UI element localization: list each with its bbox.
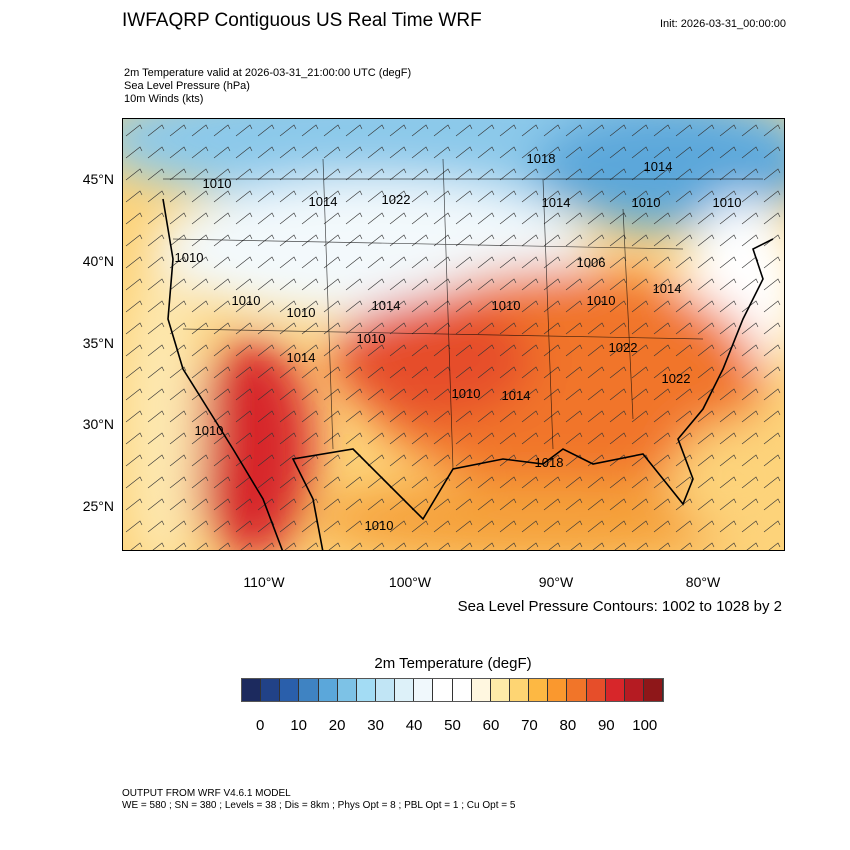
colorbar-swatch xyxy=(280,679,300,701)
contour-label: 1014 xyxy=(372,298,401,313)
lon-label: 80°W xyxy=(685,574,721,590)
colorbar-tick-label: 20 xyxy=(328,717,346,734)
colorbar-swatch xyxy=(529,679,549,701)
contour-label: 1010 xyxy=(357,331,386,346)
contour-label: 1010 xyxy=(195,423,224,438)
lon-label: 90°W xyxy=(538,574,574,590)
lat-label: 45°N xyxy=(82,171,114,187)
init-time: Init: 2026-03-31_00:00:00 xyxy=(660,18,786,30)
colorbar-swatch xyxy=(242,679,262,701)
colorbar-tick-label: 90 xyxy=(597,717,615,734)
contour-label: 1018 xyxy=(527,151,556,166)
colorbar-swatch xyxy=(643,679,664,701)
contour-label: 1014 xyxy=(502,388,531,403)
plot-title: IWFAQRP Contiguous US Real Time WRF xyxy=(122,10,482,31)
colorbar-swatch xyxy=(375,679,396,701)
colorbar-tick-label: 50 xyxy=(444,717,461,734)
contour-note: Sea Level Pressure Contours: 1002 to 102… xyxy=(457,598,782,615)
colorbar-swatch xyxy=(452,679,472,701)
contour-label: 1022 xyxy=(662,371,691,386)
colorbar-swatch xyxy=(624,679,644,701)
temperature-field: 1018 1014 1010 1014 1022 1014 1010 1010 1010 1006… xyxy=(123,119,784,550)
colorbar-tick-label: 80 xyxy=(559,717,577,734)
lat-label: 30°N xyxy=(82,416,114,432)
map-panel: 1018 1014 1010 1014 1022 1014 1010 1010 1010 1006… xyxy=(122,118,785,551)
colorbar-tick-label: 0 xyxy=(256,717,265,734)
colorbar-tick-label: 30 xyxy=(367,717,384,734)
colorbar-swatch xyxy=(433,679,453,701)
field-label-winds: 10m Winds (kts) xyxy=(124,93,204,105)
contour-label: 1014 xyxy=(542,195,571,210)
colorbar-swatch xyxy=(337,679,357,701)
colorbar-swatch xyxy=(586,679,606,701)
colorbar-tick-label: 60 xyxy=(482,717,500,734)
colorbar-swatch xyxy=(414,679,434,701)
contour-label: 1006 xyxy=(577,255,606,270)
lat-label: 35°N xyxy=(82,335,114,351)
contour-label: 1010 xyxy=(203,176,232,191)
contour-label: 1022 xyxy=(382,192,411,207)
colorbar-swatch xyxy=(261,679,281,701)
contour-label: 1010 xyxy=(232,293,261,308)
colorbar-swatch xyxy=(356,679,376,701)
contour-label: 1018 xyxy=(535,455,564,470)
colorbar-title: 2m Temperature (degF) xyxy=(374,655,532,672)
field-label-temperature: 2m Temperature valid at 2026-03-31_21:00… xyxy=(124,67,412,79)
contour-label: 1010 xyxy=(365,518,394,533)
field-label-pressure: Sea Level Pressure (hPa) xyxy=(124,80,250,92)
contour-label: 1014 xyxy=(644,159,673,174)
colorbar-swatch xyxy=(395,679,415,701)
lat-label: 40°N xyxy=(82,253,114,269)
contour-label: 1010 xyxy=(632,195,661,210)
colorbar-tick-label: 100 xyxy=(632,717,658,734)
contour-label: 1010 xyxy=(452,386,481,401)
colorbar-swatch xyxy=(299,679,319,701)
contour-label: 1010 xyxy=(287,305,316,320)
colorbar-swatch xyxy=(548,679,568,701)
colorbar-tick-label: 10 xyxy=(290,717,308,734)
colorbar-swatch xyxy=(605,679,625,701)
lon-label: 100°W xyxy=(388,574,432,590)
pressure-contour-labels: 1018 1014 1010 1014 1022 1014 1010 1010 1010 1006… xyxy=(175,151,742,533)
contour-label: 1010 xyxy=(713,195,742,210)
lat-label: 25°N xyxy=(82,498,114,514)
footer-model: OUTPUT FROM WRF V4.6.1 MODEL xyxy=(122,788,291,799)
colorbar-swatch xyxy=(490,679,510,701)
colorbar-tick-label: 70 xyxy=(521,717,538,734)
colorbar-swatch xyxy=(318,679,338,701)
colorbar-swatch xyxy=(567,679,587,701)
colorbar-swatch xyxy=(471,679,491,701)
lon-label: 110°W xyxy=(243,574,285,590)
colorbar-tick-label: 40 xyxy=(405,717,423,734)
colorbar-swatch xyxy=(509,679,530,701)
footer-config: WE = 580 ; SN = 380 ; Levels = 38 ; Dis … xyxy=(122,800,516,811)
colorbar xyxy=(241,678,664,702)
contour-label: 1014 xyxy=(653,281,682,296)
contour-label: 1010 xyxy=(492,298,521,313)
contour-label: 1014 xyxy=(287,350,316,365)
contour-label: 1010 xyxy=(175,250,204,265)
contour-label: 1014 xyxy=(309,194,338,209)
contour-label: 1010 xyxy=(587,293,616,308)
contour-label: 1022 xyxy=(609,340,638,355)
